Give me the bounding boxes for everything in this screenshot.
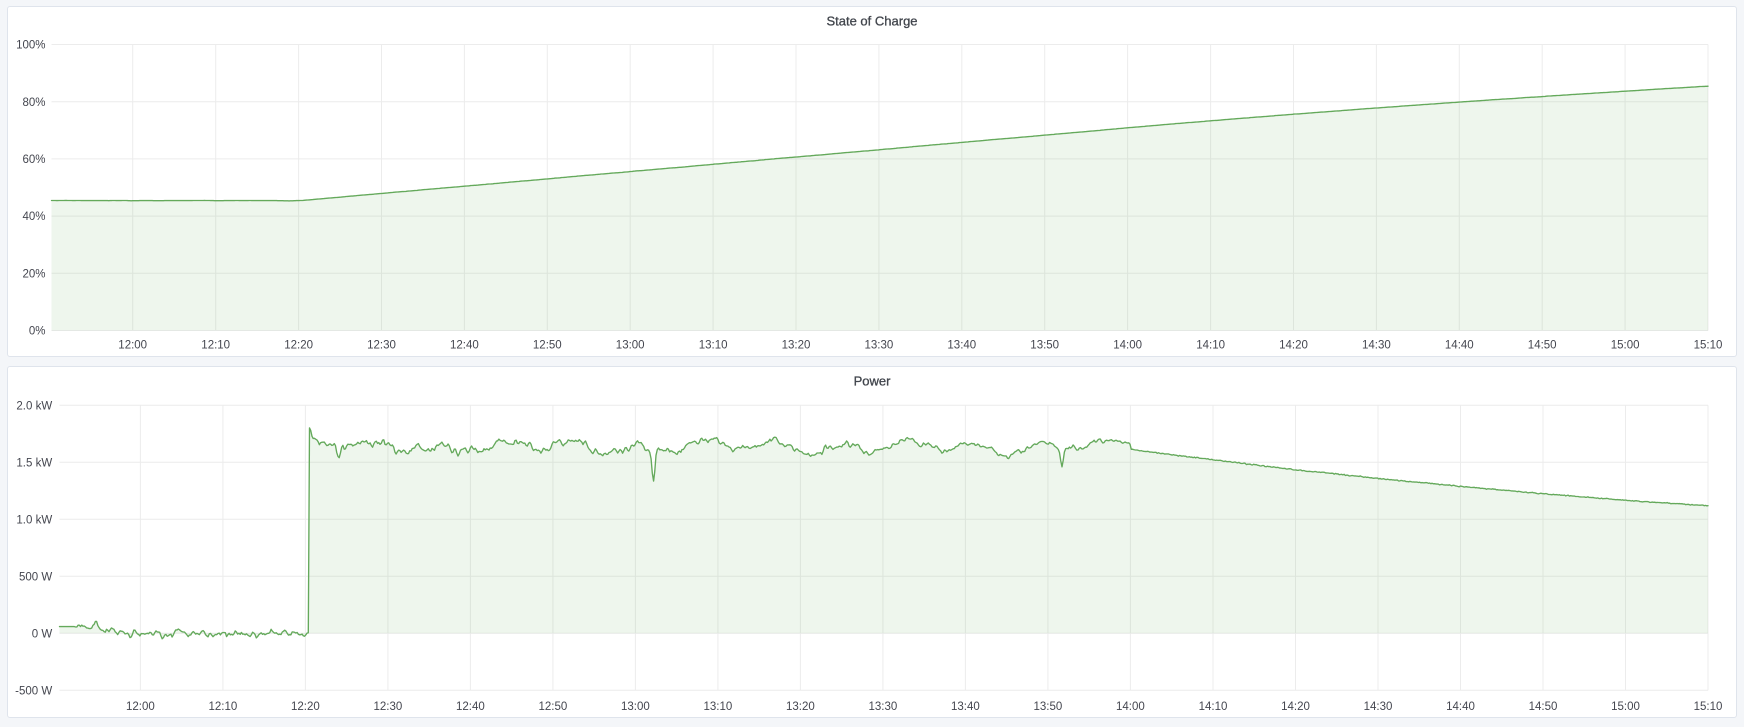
svg-text:1.5 kW: 1.5 kW [16, 457, 52, 469]
svg-text:60%: 60% [22, 154, 45, 166]
svg-text:13:50: 13:50 [1030, 339, 1059, 351]
svg-text:40%: 40% [22, 211, 45, 223]
svg-text:12:00: 12:00 [126, 701, 155, 713]
svg-text:14:10: 14:10 [1196, 339, 1225, 351]
svg-text:13:50: 13:50 [1034, 701, 1063, 713]
svg-text:15:00: 15:00 [1611, 339, 1640, 351]
svg-text:2.0 kW: 2.0 kW [16, 400, 52, 412]
svg-text:13:00: 13:00 [621, 701, 650, 713]
svg-text:0%: 0% [29, 326, 46, 338]
svg-text:20%: 20% [22, 268, 45, 280]
svg-text:12:50: 12:50 [539, 701, 568, 713]
svg-text:-500 W: -500 W [15, 685, 52, 697]
svg-text:15:10: 15:10 [1694, 701, 1723, 713]
svg-text:1.0 kW: 1.0 kW [16, 514, 52, 526]
svg-text:13:40: 13:40 [951, 701, 980, 713]
svg-text:100%: 100% [16, 40, 45, 52]
svg-text:14:20: 14:20 [1279, 339, 1308, 351]
svg-text:Power: Power [854, 373, 892, 388]
svg-text:0 W: 0 W [32, 628, 53, 640]
svg-text:13:20: 13:20 [782, 339, 811, 351]
svg-text:14:30: 14:30 [1364, 701, 1393, 713]
svg-text:12:10: 12:10 [209, 701, 238, 713]
svg-text:12:20: 12:20 [291, 701, 320, 713]
svg-text:14:30: 14:30 [1362, 339, 1391, 351]
svg-text:12:20: 12:20 [284, 339, 313, 351]
svg-text:12:50: 12:50 [533, 339, 562, 351]
svg-text:14:20: 14:20 [1281, 701, 1310, 713]
svg-text:13:30: 13:30 [869, 701, 898, 713]
svg-text:14:10: 14:10 [1199, 701, 1228, 713]
svg-text:500 W: 500 W [19, 571, 52, 583]
svg-text:80%: 80% [22, 97, 45, 109]
svg-text:15:10: 15:10 [1694, 339, 1723, 351]
svg-text:13:30: 13:30 [865, 339, 894, 351]
svg-text:13:40: 13:40 [947, 339, 976, 351]
svg-text:14:40: 14:40 [1445, 339, 1474, 351]
svg-text:State of Charge: State of Charge [826, 13, 917, 28]
svg-text:12:30: 12:30 [374, 701, 403, 713]
svg-text:13:00: 13:00 [616, 339, 645, 351]
svg-text:14:50: 14:50 [1528, 339, 1557, 351]
svg-text:12:10: 12:10 [201, 339, 230, 351]
svg-text:12:00: 12:00 [118, 339, 147, 351]
svg-text:12:40: 12:40 [456, 701, 485, 713]
svg-text:14:00: 14:00 [1113, 339, 1142, 351]
svg-text:14:40: 14:40 [1446, 701, 1475, 713]
svg-text:13:10: 13:10 [699, 339, 728, 351]
svg-text:13:20: 13:20 [786, 701, 815, 713]
svg-text:14:50: 14:50 [1529, 701, 1558, 713]
svg-text:14:00: 14:00 [1116, 701, 1145, 713]
svg-text:12:30: 12:30 [367, 339, 396, 351]
svg-text:13:10: 13:10 [704, 701, 733, 713]
svg-text:15:00: 15:00 [1611, 701, 1640, 713]
svg-text:12:40: 12:40 [450, 339, 479, 351]
